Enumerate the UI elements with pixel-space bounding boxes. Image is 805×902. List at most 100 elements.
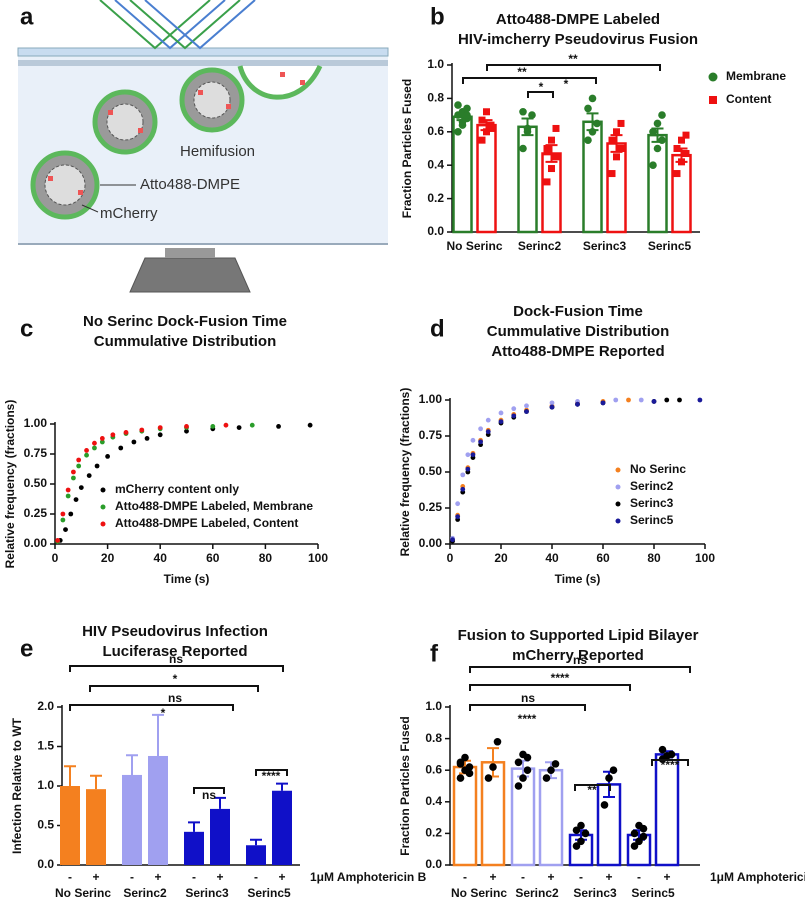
- data-point: [630, 829, 639, 838]
- mcherry: [138, 128, 143, 133]
- mcherry: [198, 90, 203, 95]
- chart-title: No Serinc Dock-Fusion Time: [83, 313, 287, 330]
- data-point: [588, 94, 597, 103]
- significance-label: ****: [262, 769, 281, 783]
- data-point: [649, 128, 657, 136]
- data-point: [498, 410, 504, 416]
- data-point: [483, 108, 490, 116]
- panel-letter: f: [430, 640, 439, 667]
- error-bar: [126, 754, 138, 775]
- data-point: [463, 104, 471, 113]
- data-point: [678, 136, 685, 144]
- x-tick-label: 20: [494, 551, 508, 565]
- data-point: [584, 104, 592, 113]
- group-label: +: [92, 870, 99, 884]
- core: [106, 103, 144, 141]
- data-point: [697, 397, 703, 403]
- error-bar: [188, 821, 200, 832]
- data-point: [523, 753, 532, 762]
- y-axis-label: Fraction Particles Fused: [398, 716, 412, 855]
- data-point: [524, 403, 529, 409]
- y-tick-label: 0.2: [425, 826, 442, 840]
- y-tick-label: 2.0: [37, 699, 54, 713]
- data-point: [131, 439, 137, 445]
- bar: [510, 767, 536, 867]
- significance-bracket: [527, 91, 554, 98]
- x-tick-label: Serinc2: [515, 886, 559, 900]
- significance-label: ns: [169, 652, 183, 666]
- bar: [246, 845, 266, 865]
- data-point: [524, 409, 529, 414]
- data-point: [543, 148, 551, 156]
- x-tick-label: Serinc3: [583, 239, 627, 253]
- legend-marker: [100, 521, 106, 527]
- bar: [538, 768, 564, 867]
- data-point: [71, 475, 76, 481]
- data-point: [276, 424, 281, 429]
- data-point: [139, 427, 145, 433]
- data-point: [307, 422, 313, 428]
- legend-marker: [100, 487, 106, 493]
- data-point: [667, 750, 676, 759]
- y-axis-label: Infection Relative to WT: [10, 717, 24, 854]
- data-point: [76, 457, 82, 463]
- data-point: [465, 763, 474, 771]
- data-point: [577, 837, 585, 846]
- group-label: +: [547, 870, 554, 884]
- y-tick-label: 1.5: [37, 739, 54, 753]
- data-point: [572, 842, 581, 850]
- y-axis-label: Relative frequency (fractions): [3, 400, 17, 569]
- fused-membrane: [237, 64, 323, 100]
- data-point: [463, 111, 471, 119]
- x-tick-label: No Serinc: [55, 886, 111, 900]
- significance-bracket: [469, 666, 691, 673]
- x-tick-label: No Serinc: [451, 886, 507, 900]
- legend-marker: [615, 467, 621, 473]
- group-label: -: [637, 870, 641, 884]
- data-point: [613, 397, 619, 403]
- data-point: [588, 128, 597, 136]
- data-point: [658, 745, 667, 754]
- x-tick-label: Serinc2: [518, 239, 562, 253]
- data-point: [157, 425, 163, 430]
- significance-label: ns: [168, 691, 182, 705]
- significance-bracket: [193, 787, 225, 794]
- data-point: [105, 454, 110, 459]
- significance-label: ****: [661, 758, 680, 772]
- legend-label: Atto488-DMPE Labeled, Content: [115, 516, 298, 530]
- chart-title: Atto488-DMPE Labeled: [496, 11, 660, 28]
- bar: [517, 125, 538, 234]
- panel-letter: a: [20, 3, 34, 30]
- data-point: [514, 782, 523, 790]
- y-tick-label: 0.0: [427, 224, 444, 238]
- data-point: [456, 774, 465, 782]
- beams: [99, 0, 256, 50]
- legend-marker: [615, 518, 621, 524]
- data-point: [210, 424, 216, 429]
- group-label: +: [216, 870, 223, 884]
- data-point: [613, 128, 620, 136]
- data-point: [605, 774, 613, 782]
- chart-title: Cummulative Distribution: [487, 323, 670, 340]
- core: [193, 81, 231, 119]
- x-tick-label: 80: [259, 551, 273, 565]
- data-point: [86, 473, 92, 478]
- error-bar: [90, 774, 102, 790]
- bar: [671, 153, 692, 234]
- significance-bracket: [255, 769, 288, 776]
- y-tick-label: 0.6: [427, 124, 444, 138]
- data-point: [673, 170, 681, 178]
- data-point: [609, 766, 618, 774]
- significance-label: **: [587, 783, 597, 797]
- bar: [184, 831, 204, 865]
- y-tick-label: 0.4: [425, 794, 442, 808]
- data-point: [223, 422, 229, 428]
- x-tick-label: 40: [154, 551, 168, 565]
- data-point: [678, 158, 685, 166]
- group-label: -: [521, 870, 525, 884]
- data-point: [94, 463, 100, 469]
- data-point: [549, 404, 555, 410]
- data-point: [542, 774, 551, 782]
- data-point: [63, 527, 68, 532]
- significance-label: **: [517, 65, 527, 79]
